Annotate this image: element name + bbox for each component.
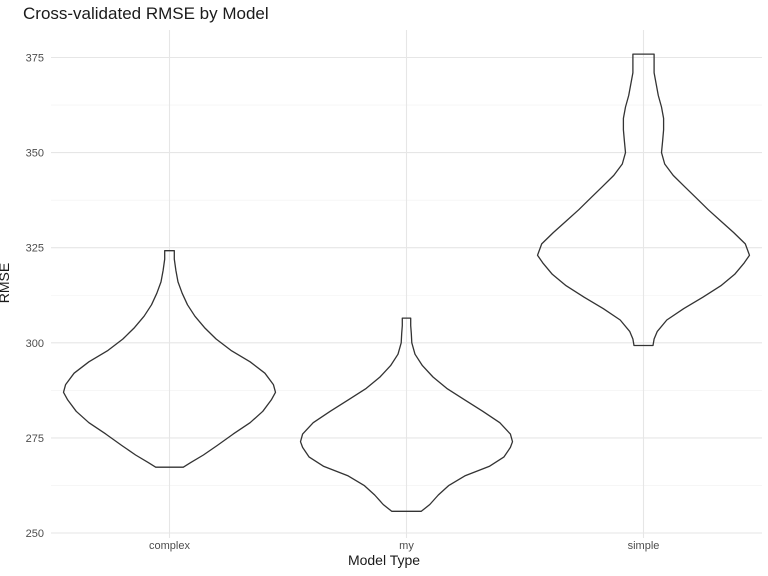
- y-tick-label: 300: [26, 338, 44, 350]
- violin-complex: [62, 250, 277, 468]
- y-tick-label: 275: [26, 433, 44, 445]
- grid-lines: [51, 30, 762, 538]
- chart-title: Cross-validated RMSE by Model: [23, 4, 269, 23]
- x-tick-label: simple: [628, 540, 660, 552]
- y-tick-label: 325: [26, 243, 44, 255]
- x-axis-label: Model Type: [347, 552, 421, 568]
- violins: [62, 53, 751, 512]
- x-tick-label: complex: [149, 540, 190, 552]
- y-tick-label: 350: [26, 148, 44, 160]
- y-tick-label: 250: [26, 528, 44, 540]
- tick-labels: 250 275 300 325 350 375 complex my simple: [26, 53, 660, 553]
- x-tick-label: my: [399, 540, 414, 552]
- y-tick-label: 375: [26, 53, 44, 65]
- violin-my: [299, 317, 514, 512]
- violin-simple: [536, 53, 751, 347]
